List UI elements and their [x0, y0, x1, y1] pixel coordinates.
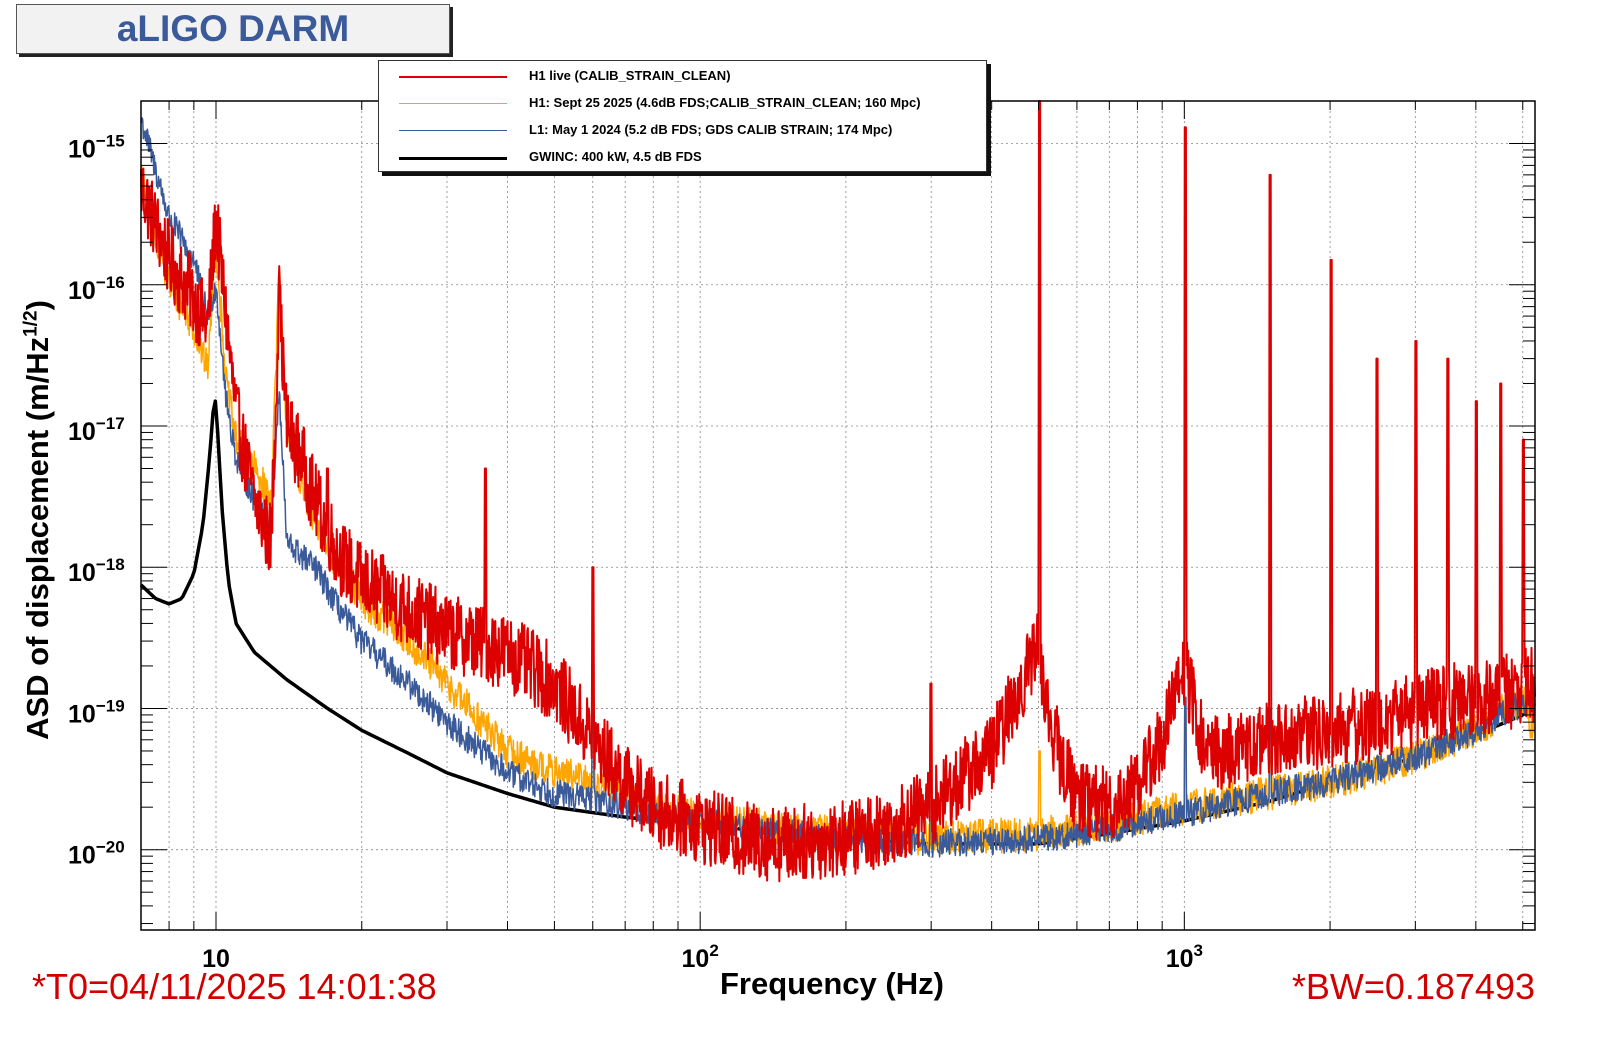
legend-label: L1: May 1 2024 (5.2 dB FDS; GDS CALIB ST…: [529, 122, 893, 137]
legend-swatch: [399, 76, 507, 78]
y-tick-label: 10−20: [68, 838, 125, 870]
legend-entry: GWINC: 400 kW, 4.5 dB FDS: [379, 147, 986, 169]
legend-swatch: [399, 103, 507, 104]
x-tick-label: 103: [1166, 941, 1203, 973]
x-axis-label: Frequency (Hz): [720, 966, 944, 1001]
legend-swatch: [399, 130, 507, 131]
legend-label: H1 live (CALIB_STRAIN_CLEAN): [529, 68, 731, 83]
legend: H1 live (CALIB_STRAIN_CLEAN) H1: Sept 25 …: [378, 60, 987, 172]
tick-label-layer: 10 102 103 10−20 10−19 10−18 10−17 10−16 10−15: [68, 132, 1203, 973]
legend-label: H1: Sept 25 2025 (4.6dB FDS;CALIB_STRAIN…: [529, 95, 921, 110]
x-tick-label: 102: [682, 941, 719, 973]
legend-entry: H1: Sept 25 2025 (4.6dB FDS;CALIB_STRAIN…: [379, 93, 986, 115]
t0-annotation: *T0=04/11/2025 14:01:38: [32, 966, 437, 1007]
y-tick-label: 10−17: [68, 414, 125, 446]
tick-layer: [140, 100, 1535, 930]
legend-entry: H1 live (CALIB_STRAIN_CLEAN): [379, 66, 986, 88]
chart-title: aLIGO DARM: [116, 8, 350, 49]
y-tick-label: 10−16: [68, 273, 125, 305]
legend-entry: L1: May 1 2024 (5.2 dB FDS; GDS CALIB ST…: [379, 120, 986, 142]
legend-label: GWINC: 400 kW, 4.5 dB FDS: [529, 149, 702, 164]
y-tick-label: 10−18: [68, 555, 125, 587]
y-axis-label: ASD of displacement (m/Hz1/2): [20, 300, 55, 740]
legend-swatch: [399, 157, 507, 160]
series-layer: [139, 100, 1536, 883]
x-tick-label: 10: [202, 945, 230, 973]
chart-title-box: aLIGO DARM: [16, 4, 450, 54]
y-tick-label: 10−15: [68, 132, 125, 164]
y-tick-label: 10−19: [68, 696, 125, 728]
series-line-0: [140, 100, 1536, 883]
bw-annotation: *BW=0.187493: [1291, 966, 1535, 1007]
